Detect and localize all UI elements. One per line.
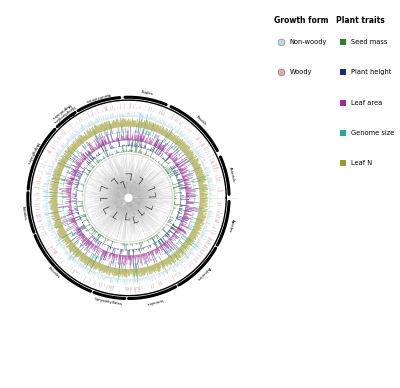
Circle shape: [125, 194, 132, 201]
Text: Lamiales: Lamiales: [145, 297, 163, 305]
Text: Growth form: Growth form: [274, 16, 329, 25]
Text: Fabales: Fabales: [20, 205, 26, 220]
Text: Poales: Poales: [140, 90, 154, 96]
Text: Asterids: Asterids: [228, 166, 236, 182]
Text: Plant traits: Plant traits: [336, 16, 385, 25]
Text: Malpighiales: Malpighiales: [25, 141, 39, 165]
Text: Leaf N: Leaf N: [351, 160, 372, 166]
Text: Plant height: Plant height: [351, 69, 392, 75]
Text: Asterales: Asterales: [196, 265, 211, 281]
Text: Ranunculales: Ranunculales: [84, 90, 110, 102]
Text: Apiales: Apiales: [227, 218, 235, 233]
Text: Genome size: Genome size: [351, 130, 395, 136]
Text: Non-woody: Non-woody: [289, 39, 327, 45]
Text: Woody: Woody: [289, 69, 312, 75]
Text: Leaf area: Leaf area: [351, 100, 383, 106]
Text: Ericales: Ericales: [46, 266, 60, 280]
Text: Rosids: Rosids: [195, 114, 207, 126]
Text: Seed mass: Seed mass: [351, 39, 388, 45]
Text: Caryophyllales: Caryophyllales: [94, 298, 123, 307]
Text: Amborella
Nymphaeales
Magnoliales: Amborella Nymphaeales Magnoliales: [48, 101, 78, 128]
